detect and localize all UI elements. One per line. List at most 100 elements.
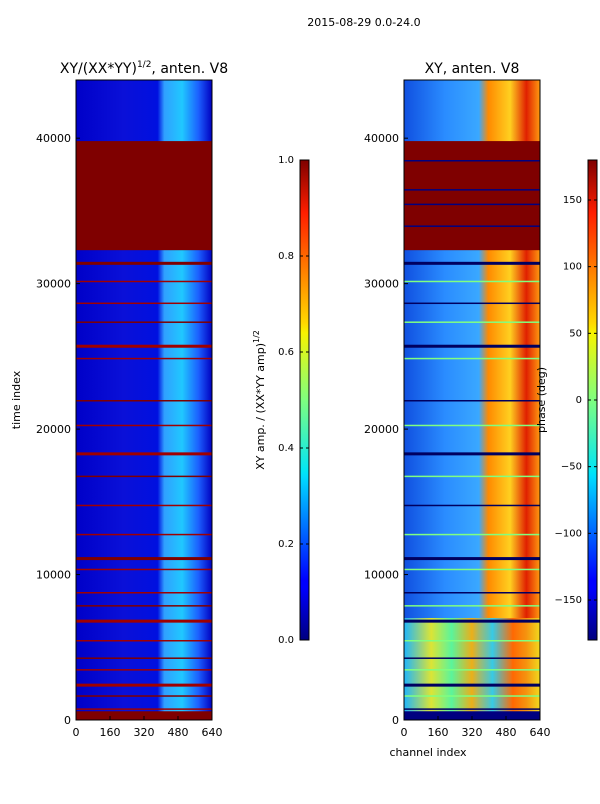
panel-2-bottom-flag [404, 711, 540, 720]
panel-1-flag-stripe [76, 424, 212, 427]
panel-1-x-tick-label: 480 [168, 726, 189, 739]
panel-2-flag-stripe [404, 321, 540, 323]
panel-1-flag-stripe [76, 568, 212, 571]
panel-2-flag-stripe [404, 280, 540, 283]
panel-2-flag-stripe [404, 592, 540, 594]
colorbar-2-tick-label: 150 [563, 195, 582, 206]
panel-2-x-tick-label: 320 [462, 726, 483, 739]
y-axis-label: time index [10, 370, 23, 429]
panel-1-flag-stripe [76, 695, 212, 697]
panel-2-flag-stripe [404, 504, 540, 507]
panel-1-flag-stripe [76, 605, 212, 607]
colorbar-1-tick-label: 1.0 [278, 155, 294, 166]
colorbar-2-tick-label: −50 [561, 462, 582, 473]
panel-2-y-tick-label: 40000 [364, 132, 399, 145]
panel-2-y-tick-label: 30000 [364, 278, 399, 291]
panel-2-x-tick-label: 0 [401, 726, 408, 739]
panel-2-flag-stripe [404, 708, 540, 710]
panel-1-flag-stripe [76, 640, 212, 642]
panel-1-x-tick-label: 0 [73, 726, 80, 739]
figure-title: 2015-08-29 0.0-24.0 [307, 16, 420, 29]
colorbar-2-tick-label: 0 [576, 395, 582, 406]
panel-2-flag-stripe [404, 357, 540, 360]
panel-1-heatmap [76, 80, 212, 720]
colorbar-2-label: phase (deg) [535, 367, 548, 433]
panel-2-flag-stripe [404, 452, 540, 456]
colorbar-2-tick-label: 50 [569, 328, 582, 339]
panel-2-heatmap [404, 80, 540, 720]
panel-2-y-tick-label: 0 [392, 714, 399, 727]
panel-1-flag-stripe [76, 619, 212, 623]
panel-1-flag-stripe [76, 357, 212, 360]
panel-2-flag-stripe [404, 695, 540, 697]
panel-1-title-exp: 1/2 [137, 60, 151, 70]
panel-2-flag-stripe [404, 475, 540, 478]
panel-1-flag-stripe [76, 683, 212, 687]
panel-2-x-tick-label: 640 [530, 726, 551, 739]
panel-2-flag-stripe [404, 657, 540, 659]
panel-2-flag-stripe [404, 557, 540, 561]
panel-1-y-tick-label: 10000 [36, 569, 71, 582]
colorbar-1-tick-label: 0.4 [278, 443, 294, 454]
panel-1-title-main: XY/(XX*YY) [60, 61, 137, 77]
panel-1-x-tick-label: 640 [202, 726, 223, 739]
panel-1-title: XY/(XX*YY)1/2, anten. V8 [60, 60, 228, 77]
panel-2-flag-stripe [404, 640, 540, 642]
panel-2-flagged-block [404, 141, 540, 251]
panel-2-flag-stripe [404, 669, 540, 671]
colorbar-1-tick-label: 0.2 [278, 539, 294, 550]
panel-2-flag-stripe [404, 605, 540, 607]
panel-2-flagged-line [404, 225, 540, 227]
panel-1-flag-stripe [76, 452, 212, 456]
panel-2-flag-stripe [404, 302, 540, 305]
panel-1-x-tick-label: 320 [134, 726, 155, 739]
panel-1-flag-stripe [76, 400, 212, 402]
colorbar-1-tick-label: 0.0 [278, 635, 294, 646]
colorbar-1 [299, 159, 310, 641]
panel-1-title-tail: , anten. V8 [151, 61, 228, 77]
colorbar-2-tick-label: −150 [555, 595, 582, 606]
panel-2-flag-stripe [404, 344, 540, 348]
panel-2-x-tick-label: 160 [428, 726, 449, 739]
colorbar-2-tick-label: 100 [563, 262, 582, 273]
panel-1-flag-stripe [76, 504, 212, 507]
panel-1-x-tick-label: 160 [100, 726, 121, 739]
panel-2-y-tick-label: 10000 [364, 569, 399, 582]
panel-1-flag-stripe [76, 592, 212, 594]
panel-2-flagged-line [404, 160, 540, 162]
colorbar-1-label: XY amp. / (XX*YY amp)1/2 [252, 330, 267, 470]
panel-1-flag-stripe [76, 302, 212, 305]
panel-1-flagged-block [76, 141, 212, 251]
panel-1-y-tick-label: 20000 [36, 423, 71, 436]
panel-1-flag-stripe [76, 344, 212, 348]
colorbar-1-tick-label: 0.6 [278, 347, 294, 358]
panel-1-flag-stripe [76, 669, 212, 671]
colorbar-1-label-exp: 1/2 [252, 330, 261, 343]
panel-2-flag-stripe [404, 683, 540, 687]
panel-2-x-tick-label: 480 [496, 726, 517, 739]
colorbar-2-tick-label: −100 [555, 528, 582, 539]
panel-2-flag-stripe [404, 400, 540, 402]
panel-2-y-tick-label: 20000 [364, 423, 399, 436]
x-axis-label: channel index [389, 746, 467, 759]
panel-1-bottom-flag [76, 711, 212, 720]
panel-2-flagged-line [404, 203, 540, 206]
colorbar-1-label-main: XY amp. / (XX*YY amp) [254, 343, 267, 470]
panel-1-flag-stripe [76, 321, 212, 323]
panel-1-flag-stripe [76, 261, 212, 265]
panel-1-flag-stripe [76, 280, 212, 283]
panel-2-flagged-line [404, 189, 540, 191]
panel-1-flag-stripe [76, 557, 212, 561]
panel-1-y-tick-label: 40000 [36, 132, 71, 145]
panel-1-y-tick-label: 30000 [36, 278, 71, 291]
panel-2-heatmap-low [404, 618, 540, 720]
panel-2-flag-stripe [404, 424, 540, 427]
panel-2-flag-stripe [404, 533, 540, 536]
panel-2-flag-stripe [404, 568, 540, 571]
panel-1-flag-stripe [76, 475, 212, 478]
panel-2-flag-stripe [404, 619, 540, 623]
panel-1-flag-stripe [76, 533, 212, 536]
panel-1-flag-stripe [76, 708, 212, 710]
panel-1-y-tick-label: 0 [64, 714, 71, 727]
